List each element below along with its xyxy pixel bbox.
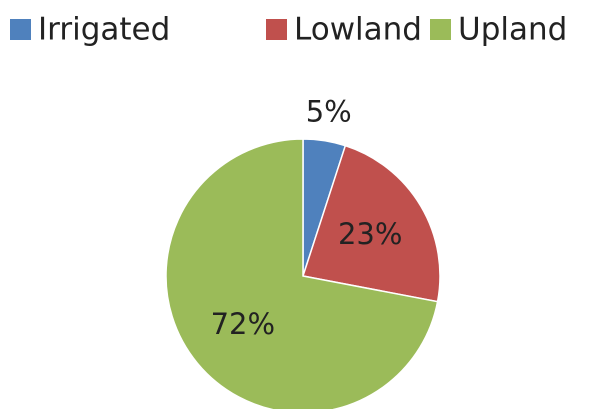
data-label: 5% xyxy=(306,95,352,129)
data-label: 72% xyxy=(211,307,275,341)
data-label: 23% xyxy=(338,217,402,251)
legend-swatch xyxy=(430,19,451,40)
legend-label: Lowland xyxy=(294,12,422,48)
pie-slice xyxy=(165,138,439,409)
legend-label: Upland xyxy=(458,12,567,48)
legend-label: Irrigated xyxy=(38,12,170,48)
legend-swatch xyxy=(266,19,287,40)
pie-slice xyxy=(302,144,441,303)
legend-swatch xyxy=(10,19,31,40)
